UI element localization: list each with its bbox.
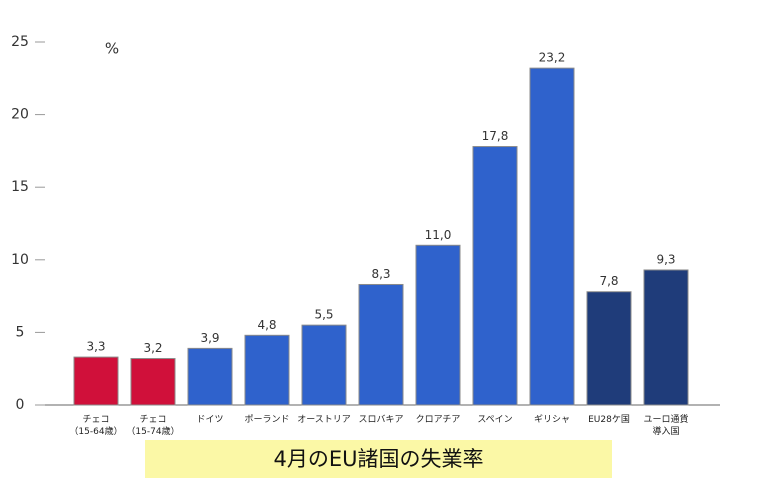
value-label: 17,8	[482, 129, 509, 143]
bar	[244, 334, 290, 406]
x-tick-label: チェコ （15-74歳）	[126, 415, 180, 437]
bar	[301, 324, 347, 406]
bar	[643, 269, 689, 406]
bar	[187, 347, 233, 406]
value-label: 23,2	[539, 51, 566, 65]
x-tick-label: ドイツ	[196, 415, 224, 425]
value-label: 5,5	[314, 308, 333, 322]
y-tick-label: 10	[11, 252, 29, 268]
unit-label: %	[105, 40, 119, 58]
bar	[358, 283, 404, 406]
y-tick-label: 5	[16, 324, 25, 340]
x-tick-label: スペイン	[477, 415, 513, 425]
value-label: 9,3	[656, 252, 675, 266]
value-label: 3,3	[86, 340, 105, 354]
bar	[529, 67, 575, 406]
x-tick-label: クロアチア	[415, 415, 461, 425]
x-tick-label: EU28ケ国	[588, 415, 630, 425]
x-tick-label: ギリシャ	[533, 415, 570, 425]
value-label: 8,3	[371, 267, 390, 281]
bar	[73, 356, 119, 406]
value-label: 3,2	[143, 341, 162, 355]
chart-title: 4月のEU諸国の失業率	[145, 440, 612, 478]
bar	[472, 146, 518, 406]
x-tick-label: チェコ （15-64歳）	[69, 415, 123, 437]
y-tick-label: 15	[11, 179, 29, 195]
y-tick-label: 0	[16, 397, 25, 413]
x-tick-label: ユーロ通貨 導入国	[643, 415, 689, 437]
bar	[415, 244, 461, 406]
value-label: 4,8	[257, 318, 276, 332]
value-label: 11,0	[425, 228, 452, 242]
bar	[130, 358, 176, 406]
y-tick-label: 20	[11, 107, 29, 123]
x-tick-label: ポーランド	[244, 415, 290, 425]
x-tick-label: オーストリア	[297, 415, 351, 425]
bar	[586, 291, 632, 406]
y-tick-label: 25	[11, 34, 29, 50]
value-label: 7,8	[599, 274, 618, 288]
x-tick-label: スロバキア	[358, 415, 404, 425]
value-label: 3,9	[200, 331, 219, 345]
